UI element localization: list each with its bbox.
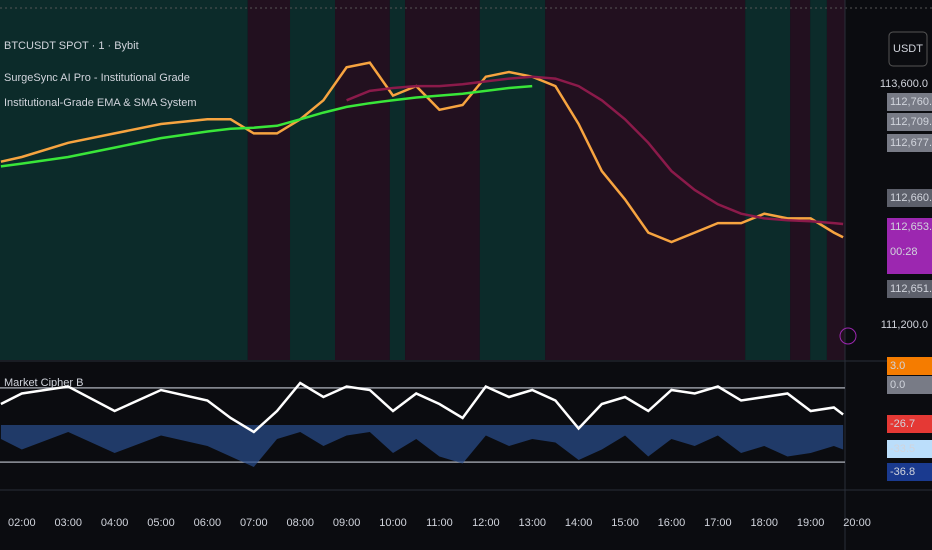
price-tag (887, 463, 932, 481)
x-tick-label: 02:00 (8, 517, 36, 529)
price-tag (887, 189, 932, 207)
symbol: BTCUSDT SPOT · 1 · Bybit (4, 40, 139, 52)
price-tag-label: -33.5 (890, 443, 915, 455)
price-tag (887, 376, 932, 394)
price-tag-label: 3.0 (890, 360, 905, 372)
line (0, 84, 533, 168)
countdown: 00:28 (890, 246, 918, 258)
zone (0, 0, 248, 360)
zone (790, 0, 811, 360)
x-tick-label: 13:00 (518, 517, 546, 529)
line (0, 381, 844, 434)
y-tick-label: 111,200.0 (881, 319, 928, 331)
area (0, 425, 844, 467)
oscillator-title: Market Cipher B (4, 377, 83, 389)
zone (335, 0, 390, 360)
x-tick-label: 04:00 (101, 517, 129, 529)
price-tag (887, 440, 932, 458)
indicator-label: Institutional-Grade EMA & SMA System (4, 97, 197, 109)
zone (247, 0, 291, 360)
price-tag-label: 112,653.8 (890, 221, 932, 233)
zone (826, 0, 845, 360)
line (346, 75, 844, 226)
price-tag-label: 112,760.0 (890, 96, 932, 108)
price-tag-label: -36.8 (890, 466, 915, 478)
price-tag-label: 112,709.6 (890, 116, 932, 128)
x-tick-label: 06:00 (194, 517, 222, 529)
indicator-label: SurgeSync AI Pro - Institutional Grade (4, 72, 190, 84)
price-tag-label: 112,677.0 (890, 137, 932, 149)
price-tag (887, 357, 932, 375)
zone (389, 0, 406, 360)
x-tick-label: 10:00 (379, 517, 407, 529)
y-tick-label: 113,600.0 (880, 78, 928, 90)
price-tag-label: 0.0 (890, 379, 905, 391)
plot: 111,200.0 113,600.0 02:00 03:00 04:00 05:00 06… (0, 61, 932, 529)
price-tag-label: -26.7 (890, 418, 915, 430)
countdown-tag (887, 236, 932, 274)
zone (479, 0, 546, 360)
x-tick-label: 17:00 (704, 517, 732, 529)
price-tag (887, 415, 932, 433)
x-tick-label: 20:00 (843, 517, 871, 529)
price-tag (887, 280, 932, 298)
zone (405, 0, 480, 360)
line (0, 61, 844, 244)
price-tag-label: 112,660.3 (890, 192, 932, 204)
zone (290, 0, 336, 360)
price-tag (887, 113, 932, 131)
x-tick-label: 12:00 (472, 517, 500, 529)
zone (745, 0, 791, 360)
price-tag (887, 134, 932, 152)
x-tick-label: 03:00 (54, 517, 82, 529)
x-tick-label: 15:00 (611, 517, 639, 529)
x-tick-label: 11:00 (426, 517, 453, 529)
currency[interactable]: USDT (893, 43, 923, 55)
zone (810, 0, 827, 360)
icon[interactable] (839, 327, 857, 345)
x-tick-label: 05:00 (147, 517, 175, 529)
x-tick-label: 08:00 (286, 517, 314, 529)
x-tick-label: 18:00 (750, 517, 778, 529)
x-tick-label: 19:00 (797, 517, 825, 529)
zone (545, 0, 746, 360)
zones (0, 0, 845, 360)
x-tick-label: 07:00 (240, 517, 268, 529)
price-tag (887, 218, 932, 236)
x-tick-label: 16:00 (658, 517, 686, 529)
price-tag (887, 93, 932, 111)
price-tag-label: 112,651.2 (890, 283, 932, 295)
currency-box[interactable] (888, 31, 928, 67)
x-tick-label: 14:00 (565, 517, 593, 529)
x-tick-label: 09:00 (333, 517, 361, 529)
